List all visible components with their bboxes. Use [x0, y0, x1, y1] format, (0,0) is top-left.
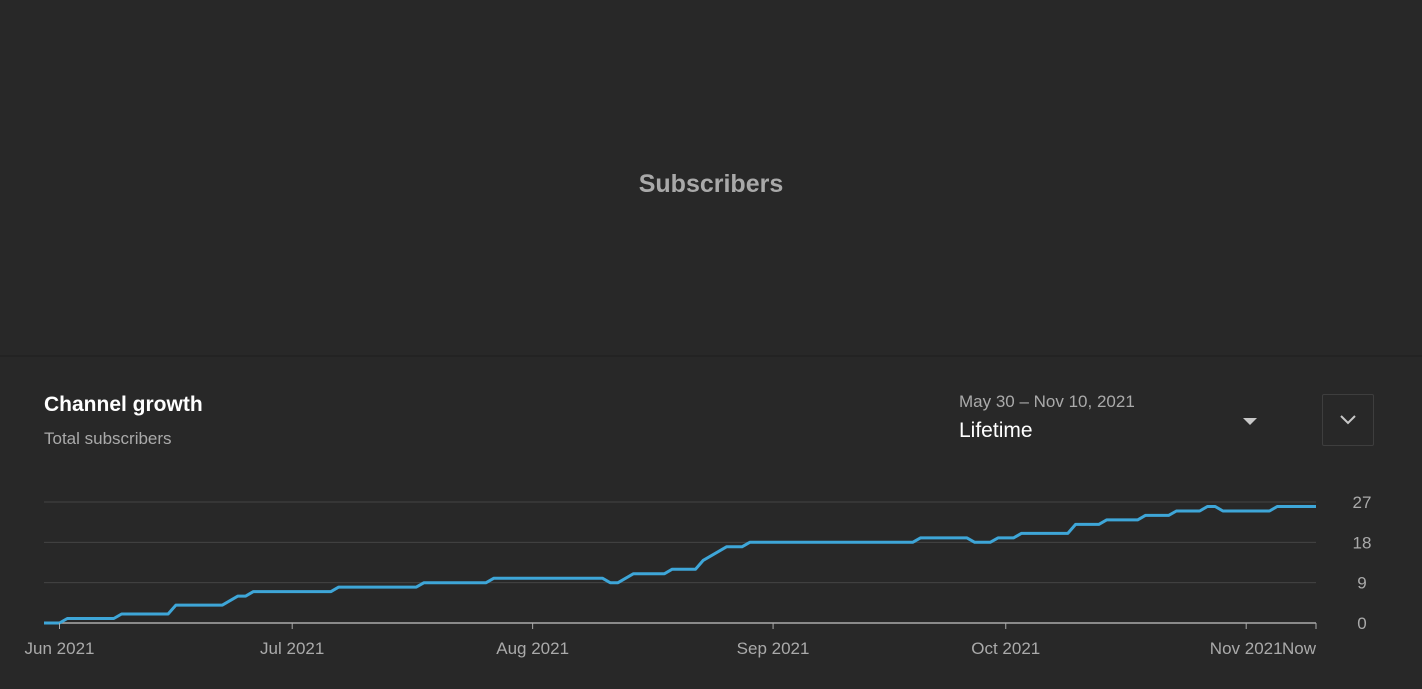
- channel-growth-card: [0, 357, 1422, 689]
- x-tick-label: Now: [1282, 639, 1317, 658]
- dropdown-arrow-icon: [1243, 418, 1257, 425]
- subscribers-header-panel: Subscribers: [638, 170, 784, 198]
- expand-button[interactable]: [1322, 394, 1374, 446]
- x-tick-label: Jun 2021: [25, 639, 95, 658]
- x-tick-label: Jul 2021: [260, 639, 324, 658]
- date-range-dates: May 30 – Nov 10, 2021: [959, 392, 1135, 411]
- y-tick-label: 9: [1357, 574, 1366, 593]
- page-title: Subscribers: [638, 170, 784, 198]
- y-tick-label: 27: [1353, 493, 1372, 512]
- y-tick-label: 18: [1353, 533, 1372, 552]
- chart-gridlines: [44, 501, 1316, 584]
- series-line: [44, 505, 1316, 625]
- card-title: Channel growth: [44, 393, 203, 416]
- chevron-down-icon: [1340, 415, 1356, 425]
- date-range-dropdown[interactable]: May 30 – Nov 10, 2021 Lifetime: [959, 390, 1259, 450]
- channel-growth-chart: 0 9 18 27 Jun 2021 Jul 2021 Aug 2021 Sep 2021 O…: [25, 493, 1372, 658]
- chart-x-ticks: Jun 2021 Jul 2021 Aug 2021 Sep 2021 Oct 2021…: [25, 623, 1317, 658]
- section-divider: [0, 355, 1422, 357]
- card-subtitle: Total subscribers: [44, 429, 172, 448]
- x-tick-label: Aug 2021: [496, 639, 569, 658]
- x-tick-label: Oct 2021: [971, 639, 1040, 658]
- date-range-label: Lifetime: [959, 419, 1033, 442]
- x-tick-label: Sep 2021: [737, 639, 810, 658]
- y-tick-label: 0: [1357, 614, 1366, 633]
- chart-series: [44, 505, 1316, 625]
- x-tick-label: Nov 2021: [1210, 639, 1283, 658]
- chart-y-ticks: 0 9 18 27: [1353, 493, 1372, 633]
